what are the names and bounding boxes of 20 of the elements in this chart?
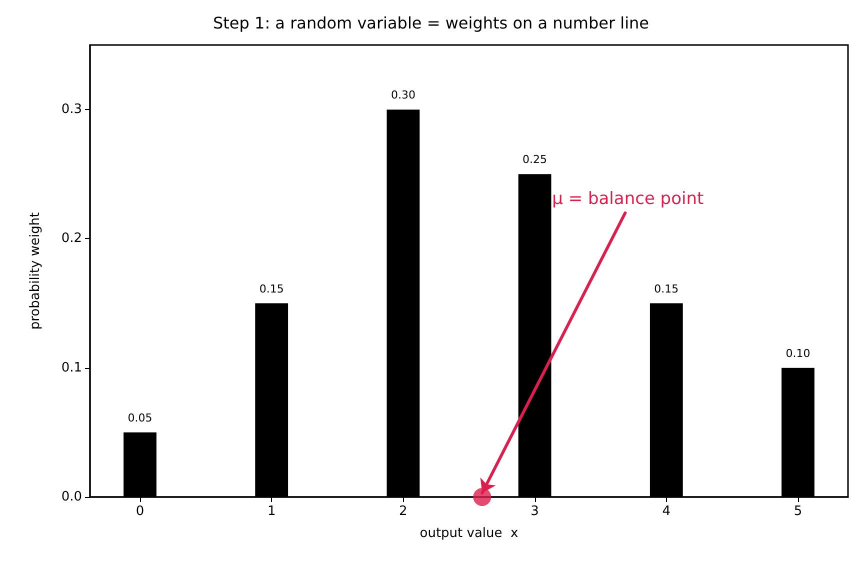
x-tick-label: 5 (794, 504, 802, 519)
x-tick-label: 1 (267, 504, 276, 519)
x-tick-label: 3 (530, 504, 539, 519)
y-axis-title: probability weight (28, 212, 43, 330)
y-tick-label: 0.3 (61, 102, 82, 118)
x-tick-label: 4 (662, 504, 671, 519)
data-label: 0.05 (128, 411, 152, 424)
y-tick-label: 0.2 (61, 231, 82, 246)
chart-title: Step 1: a random variable = weights on a number line (212, 14, 650, 32)
annotation: μ = balance point (552, 189, 704, 210)
data-label: 0.30 (390, 88, 416, 102)
data-label: 0.15 (259, 282, 284, 296)
x-tick-label: 0 (136, 504, 144, 519)
data-label: 0.25 (522, 153, 548, 166)
y-tick-label: 0.0 (61, 490, 82, 504)
y-tick-label: 0.1 (61, 360, 82, 376)
data-label: 0.10 (786, 346, 810, 360)
x-axis-title: output value x (420, 526, 519, 541)
x-tick-label: 2 (399, 504, 408, 519)
data-label: 0.15 (654, 282, 679, 296)
